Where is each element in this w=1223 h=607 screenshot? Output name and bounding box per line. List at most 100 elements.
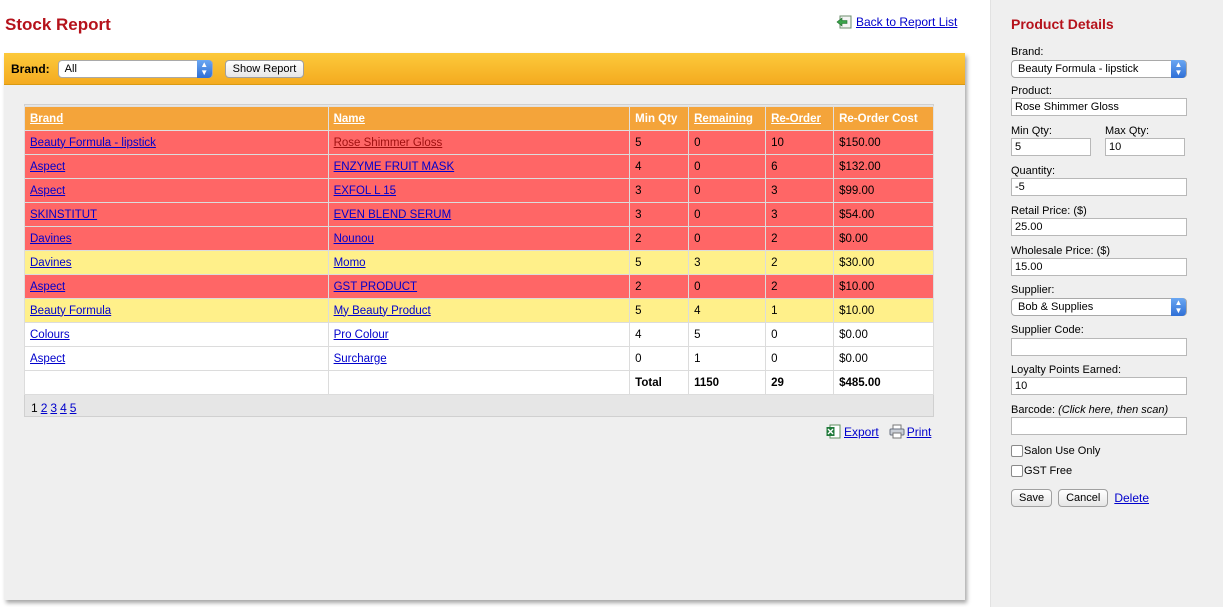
cell-brand: Colours bbox=[24, 322, 329, 347]
min-qty-input[interactable] bbox=[1011, 138, 1091, 156]
supplier-select[interactable]: Bob & Supplies ▲ ▼ bbox=[1011, 298, 1187, 316]
cell-cost: $0.00 bbox=[833, 226, 934, 251]
back-arrow-icon bbox=[836, 15, 852, 29]
brand-link[interactable]: Colours bbox=[30, 328, 70, 341]
cell-reorder: 3 bbox=[765, 178, 835, 203]
cell-min-qty: 4 bbox=[629, 322, 690, 347]
sort-reorder-link[interactable]: Re-Order bbox=[771, 112, 821, 125]
printer-icon bbox=[889, 424, 905, 439]
cell-cost: $30.00 bbox=[833, 250, 934, 275]
page-link-3[interactable]: 3 bbox=[50, 401, 58, 415]
table-row: Aspect GST PRODUCT 2 0 2 $10.00 bbox=[24, 274, 934, 299]
brand-link[interactable]: Aspect bbox=[30, 160, 66, 173]
cell-remaining: 0 bbox=[688, 130, 767, 155]
cell-reorder: 0 bbox=[765, 322, 835, 347]
header-name[interactable]: Name bbox=[327, 106, 631, 131]
page-link-2[interactable]: 2 bbox=[40, 401, 48, 415]
page-link-5[interactable]: 5 bbox=[69, 401, 77, 415]
cancel-button[interactable]: Cancel bbox=[1058, 489, 1109, 507]
print-label: Print bbox=[906, 424, 932, 439]
brand-link[interactable]: Davines bbox=[30, 232, 72, 245]
header-reorder[interactable]: Re-Order bbox=[765, 106, 835, 131]
product-input[interactable] bbox=[1011, 98, 1187, 116]
cell-brand: Aspect bbox=[24, 346, 329, 371]
back-to-report-list-link[interactable]: Back to Report List bbox=[836, 15, 957, 29]
product-link[interactable]: Pro Colour bbox=[333, 328, 389, 341]
form-actions: Save Cancel Delete bbox=[1011, 489, 1149, 507]
delete-link[interactable]: Delete bbox=[1114, 491, 1150, 505]
cell-remaining: 0 bbox=[688, 226, 767, 251]
sort-name-link[interactable]: Name bbox=[333, 112, 365, 125]
quantity-input[interactable] bbox=[1011, 178, 1187, 196]
loyalty-points-input[interactable] bbox=[1011, 377, 1187, 395]
wholesale-price-input[interactable] bbox=[1011, 258, 1187, 276]
supplier-code-input[interactable] bbox=[1011, 338, 1187, 356]
brand-link[interactable]: Beauty Formula bbox=[30, 304, 112, 317]
table-row: Davines Nounou 2 0 2 $0.00 bbox=[24, 226, 934, 251]
cell-cost: $10.00 bbox=[833, 274, 934, 299]
table-row: Beauty Formula - lipstick Rose Shimmer G… bbox=[24, 130, 934, 155]
cell-min-qty: 0 bbox=[629, 346, 690, 371]
show-report-button[interactable]: Show Report bbox=[224, 59, 305, 78]
barcode-input[interactable] bbox=[1011, 417, 1187, 435]
supplier-select-value: Bob & Supplies bbox=[1018, 301, 1094, 313]
print-link[interactable]: Print bbox=[889, 424, 932, 439]
table-row: SKINSTITUT EVEN BLEND SERUM 3 0 3 $54.00 bbox=[24, 202, 934, 227]
brand-link[interactable]: Beauty Formula - lipstick bbox=[30, 136, 156, 149]
header-remaining[interactable]: Remaining bbox=[688, 106, 767, 131]
export-actions: Export Print bbox=[826, 424, 931, 439]
table-row: Davines Momo 5 3 2 $30.00 bbox=[24, 250, 934, 275]
product-link[interactable]: Surcharge bbox=[333, 352, 387, 365]
cell-cost: $0.00 bbox=[833, 322, 934, 347]
cell-reorder: 2 bbox=[765, 274, 835, 299]
sort-remaining-link[interactable]: Remaining bbox=[694, 112, 753, 125]
export-link[interactable]: Export bbox=[826, 424, 879, 439]
min-qty-label: Min Qty: bbox=[1011, 125, 1052, 137]
cell-name: Pro Colour bbox=[327, 322, 631, 347]
table-row: Aspect EXFOL L 15 3 0 3 $99.00 bbox=[24, 178, 934, 203]
cell-name: Surcharge bbox=[327, 346, 631, 371]
product-link[interactable]: Momo bbox=[333, 256, 366, 269]
save-button[interactable]: Save bbox=[1011, 489, 1053, 507]
salon-use-only-checkbox[interactable]: Salon Use Only bbox=[1011, 445, 1100, 457]
retail-price-input[interactable] bbox=[1011, 218, 1187, 236]
product-link[interactable]: Rose Shimmer Gloss bbox=[333, 136, 443, 149]
cell-reorder: 0 bbox=[765, 346, 835, 371]
cell-name: Rose Shimmer Gloss bbox=[327, 130, 631, 155]
brand-link[interactable]: Aspect bbox=[30, 184, 66, 197]
product-link[interactable]: EVEN BLEND SERUM bbox=[333, 208, 452, 221]
checkbox-box[interactable] bbox=[1011, 445, 1023, 457]
cell-cost: $54.00 bbox=[833, 202, 934, 227]
product-link[interactable]: ENZYME FRUIT MASK bbox=[333, 160, 455, 173]
brand-link[interactable]: Aspect bbox=[30, 352, 66, 365]
cell-remaining: 5 bbox=[688, 322, 767, 347]
table-row: Beauty Formula My Beauty Product 5 4 1 $… bbox=[24, 298, 934, 323]
cell-reorder: 2 bbox=[765, 226, 835, 251]
product-link[interactable]: Nounou bbox=[333, 232, 374, 245]
barcode-hint: (Click here, then scan) bbox=[1058, 404, 1169, 416]
header-brand[interactable]: Brand bbox=[24, 106, 329, 131]
header-reorder-cost: Re-Order Cost bbox=[833, 106, 934, 131]
sort-brand-link[interactable]: Brand bbox=[30, 112, 64, 125]
page-link-4[interactable]: 4 bbox=[60, 401, 67, 415]
cell-remaining: 3 bbox=[688, 250, 767, 275]
brand-select[interactable]: Beauty Formula - lipstick ▲ ▼ bbox=[1011, 60, 1187, 78]
brand-filter-value: All bbox=[64, 62, 77, 75]
cell-cost: $0.00 bbox=[833, 346, 934, 371]
gst-free-checkbox[interactable]: GST Free bbox=[1011, 465, 1072, 477]
brand-filter-select[interactable]: All ▲ ▼ bbox=[57, 59, 213, 78]
cell-empty bbox=[24, 370, 329, 395]
brand-link[interactable]: SKINSTITUT bbox=[30, 208, 98, 221]
sidebar-title: Product Details bbox=[1011, 16, 1114, 32]
product-link[interactable]: My Beauty Product bbox=[333, 304, 431, 317]
cell-brand: Aspect bbox=[24, 178, 329, 203]
brand-link[interactable]: Davines bbox=[30, 256, 72, 269]
cell-cost: $99.00 bbox=[833, 178, 934, 203]
product-link[interactable]: EXFOL L 15 bbox=[333, 184, 397, 197]
brand-link[interactable]: Aspect bbox=[30, 280, 66, 293]
product-details-sidebar: Product Details Brand: Beauty Formula - … bbox=[990, 0, 1223, 607]
checkbox-box[interactable] bbox=[1011, 465, 1023, 477]
product-link[interactable]: GST PRODUCT bbox=[333, 280, 418, 293]
cell-reorder: 2 bbox=[765, 250, 835, 275]
max-qty-input[interactable] bbox=[1105, 138, 1185, 156]
